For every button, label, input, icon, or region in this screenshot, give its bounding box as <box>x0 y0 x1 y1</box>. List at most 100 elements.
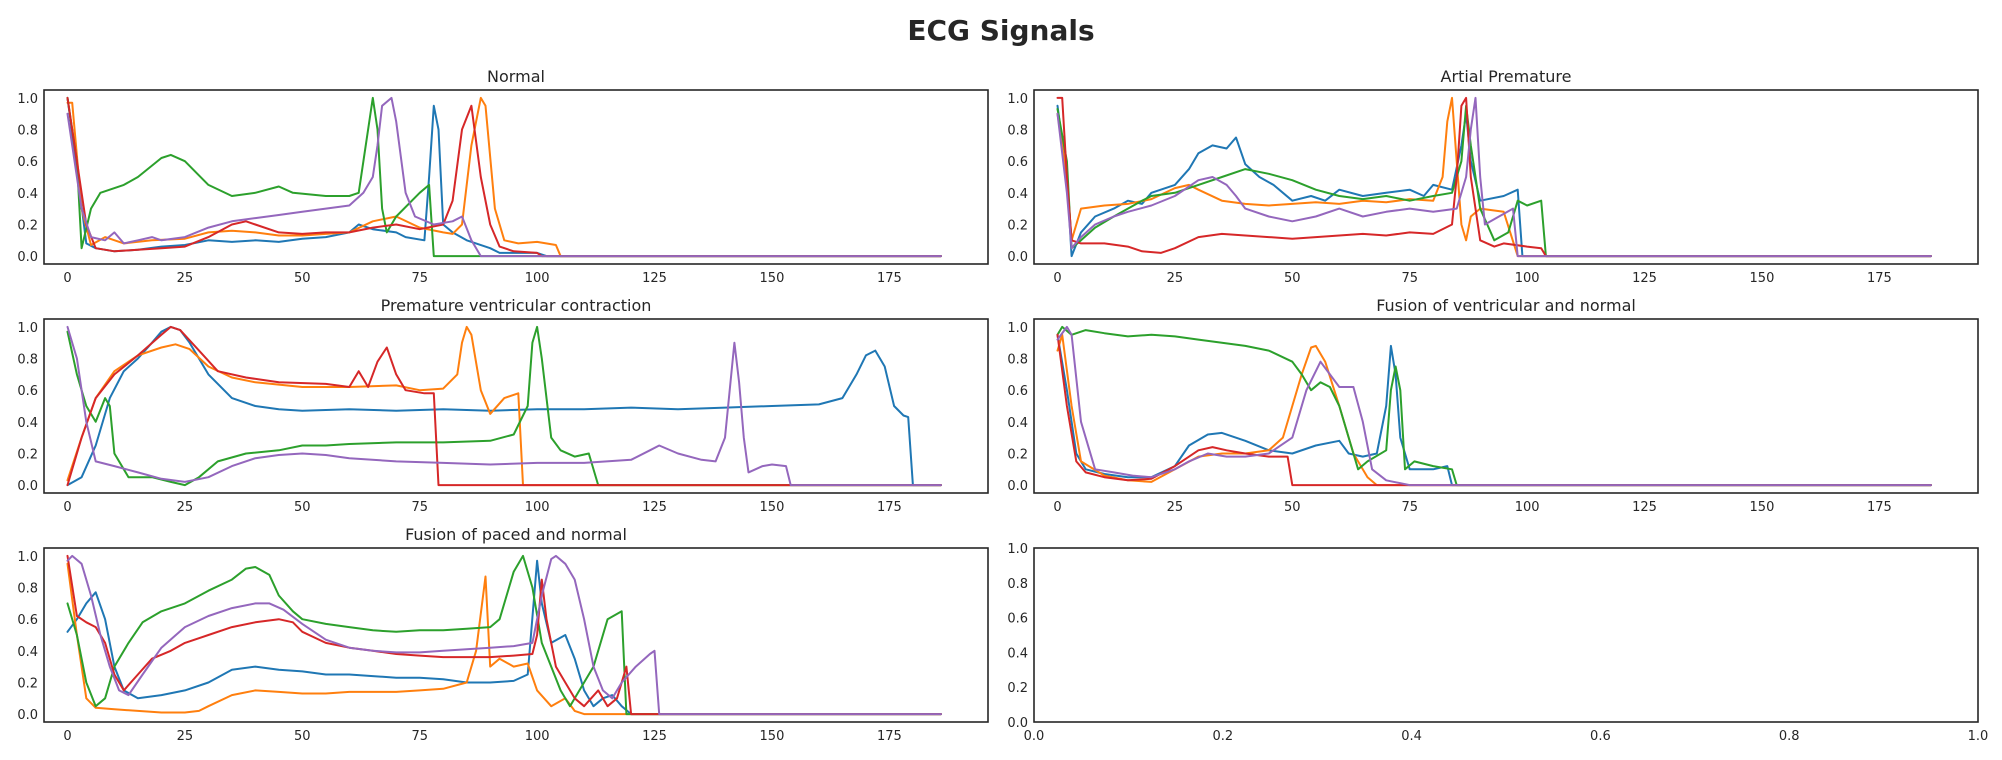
series-line-2 <box>1056 96 1932 258</box>
x-tick-label: 150 <box>760 729 785 744</box>
x-tick-label: 100 <box>525 729 550 744</box>
x-tick-label: 100 <box>1515 271 1540 286</box>
x-tick-label: 25 <box>177 729 194 744</box>
x-tick-label: 125 <box>1632 500 1657 515</box>
y-tick-label: 1.0 <box>17 550 38 565</box>
x-tick-label: 150 <box>760 271 785 286</box>
y-tick-label: 0.6 <box>1007 612 1028 627</box>
x-tick-label: 0.6 <box>1590 729 1611 744</box>
y-tick-label: 0.4 <box>1007 646 1028 661</box>
x-tick-label: 125 <box>1632 271 1657 286</box>
series-line-3 <box>1056 104 1932 258</box>
x-tick-label: 0 <box>1053 271 1061 286</box>
y-tick-label: 1.0 <box>17 92 38 107</box>
subplot-title: Fusion of paced and normal <box>405 525 627 544</box>
series-line-1 <box>1056 104 1932 258</box>
y-tick-label: 1.0 <box>1007 92 1028 107</box>
y-tick-label: 0.2 <box>17 676 38 691</box>
x-tick-label: 50 <box>294 271 311 286</box>
axes-frame <box>1033 547 1979 723</box>
y-tick-label: 0.8 <box>17 124 38 139</box>
x-tick-label: 1.0 <box>1968 729 1989 744</box>
axes-frame <box>43 547 989 723</box>
subplot-title: Fusion of ventricular and normal <box>1376 296 1636 315</box>
y-tick-label: 0.6 <box>17 155 38 170</box>
subplot-title: Premature ventricular contraction <box>381 296 652 315</box>
series-line-3 <box>1056 325 1932 487</box>
x-tick-label: 125 <box>642 271 667 286</box>
x-tick-label: 0.0 <box>1024 729 1045 744</box>
series-line-4 <box>1056 96 1932 258</box>
x-tick-label: 0.8 <box>1779 729 1800 744</box>
axes-frame <box>43 318 989 494</box>
y-tick-label: 0.8 <box>1007 124 1028 139</box>
subplot-premature-ventricular-contraction: Premature ventricular contraction 0 25 50 75… <box>17 296 989 515</box>
x-tick-label: 75 <box>1401 500 1418 515</box>
series-group <box>66 554 942 716</box>
series-line-3 <box>66 554 942 716</box>
y-tick-label: 1.0 <box>1007 321 1028 336</box>
x-tick-label: 25 <box>1167 500 1184 515</box>
y-tick-label: 1.0 <box>1007 542 1028 557</box>
y-tick-label: 0.0 <box>1007 479 1028 494</box>
y-tick-label: 0.2 <box>17 218 38 233</box>
x-tick-label: 50 <box>294 729 311 744</box>
series-group <box>1056 325 1932 487</box>
y-tick-label: 0.2 <box>1007 447 1028 462</box>
y-tick-label: 0.8 <box>1007 353 1028 368</box>
x-tick-label: 50 <box>1284 500 1301 515</box>
x-tick-label: 75 <box>411 729 428 744</box>
y-tick-label: 0.4 <box>17 416 38 431</box>
x-tick-label: 0 <box>63 500 71 515</box>
x-tick-label: 25 <box>177 500 194 515</box>
y-tick-label: 0.6 <box>17 384 38 399</box>
x-tick-label: 0.2 <box>1212 729 1233 744</box>
y-tick-label: 0.4 <box>17 645 38 660</box>
series-line-5 <box>66 325 942 487</box>
series-line-5 <box>1056 325 1932 487</box>
x-tick-label: 50 <box>1284 271 1301 286</box>
x-tick-label: 75 <box>411 500 428 515</box>
axes-frame <box>1033 89 1979 265</box>
subplot-fusion-ventricular-normal: Fusion of ventricular and normal 0 25 50 75 1… <box>1007 296 1979 515</box>
x-tick-label: 100 <box>1515 500 1540 515</box>
y-tick-label: 0.4 <box>17 187 38 202</box>
y-tick-label: 0.0 <box>17 250 38 265</box>
series-group <box>66 96 942 258</box>
subplot-title: Normal <box>487 67 545 86</box>
y-tick-label: 0.2 <box>1007 681 1028 696</box>
x-tick-label: 175 <box>877 729 902 744</box>
y-tick-label: 0.0 <box>17 479 38 494</box>
series-line-3 <box>66 325 942 487</box>
x-tick-label: 100 <box>525 271 550 286</box>
subplot-fusion-paced-normal: Fusion of paced and normal 0 25 50 75 100 125 1… <box>17 525 989 744</box>
x-tick-label: 75 <box>411 271 428 286</box>
x-tick-label: 150 <box>1750 500 1775 515</box>
y-tick-label: 0.0 <box>1007 250 1028 265</box>
x-tick-label: 75 <box>1401 271 1418 286</box>
x-tick-label: 0.4 <box>1401 729 1422 744</box>
y-tick-label: 0.8 <box>17 582 38 597</box>
x-tick-label: 150 <box>760 500 785 515</box>
series-line-5 <box>66 96 942 258</box>
series-line-4 <box>66 554 942 716</box>
subplot-normal: Normal 0 25 50 75 100 125 150 175 0.0 0.2 0.4 0.6 0.8… <box>17 67 989 286</box>
series-line-4 <box>66 96 942 258</box>
x-tick-label: 0 <box>1053 500 1061 515</box>
y-tick-label: 0.2 <box>1007 218 1028 233</box>
series-line-4 <box>66 325 942 487</box>
y-tick-label: 0.4 <box>1007 187 1028 202</box>
x-tick-label: 25 <box>177 271 194 286</box>
axes-frame <box>43 89 989 265</box>
series-line-4 <box>1056 333 1932 487</box>
x-tick-label: 125 <box>642 500 667 515</box>
series-group <box>1056 96 1932 258</box>
x-tick-label: 175 <box>877 271 902 286</box>
figure-title: ECG Signals <box>907 14 1094 47</box>
series-line-2 <box>66 562 942 716</box>
subplot-empty: 0.0 0.2 0.4 0.6 0.8 1.0 0.0 0.2 0.4 0.6 0.8 1.0 <box>1007 542 1988 744</box>
y-tick-label: 0.4 <box>1007 416 1028 431</box>
x-tick-label: 0 <box>63 271 71 286</box>
